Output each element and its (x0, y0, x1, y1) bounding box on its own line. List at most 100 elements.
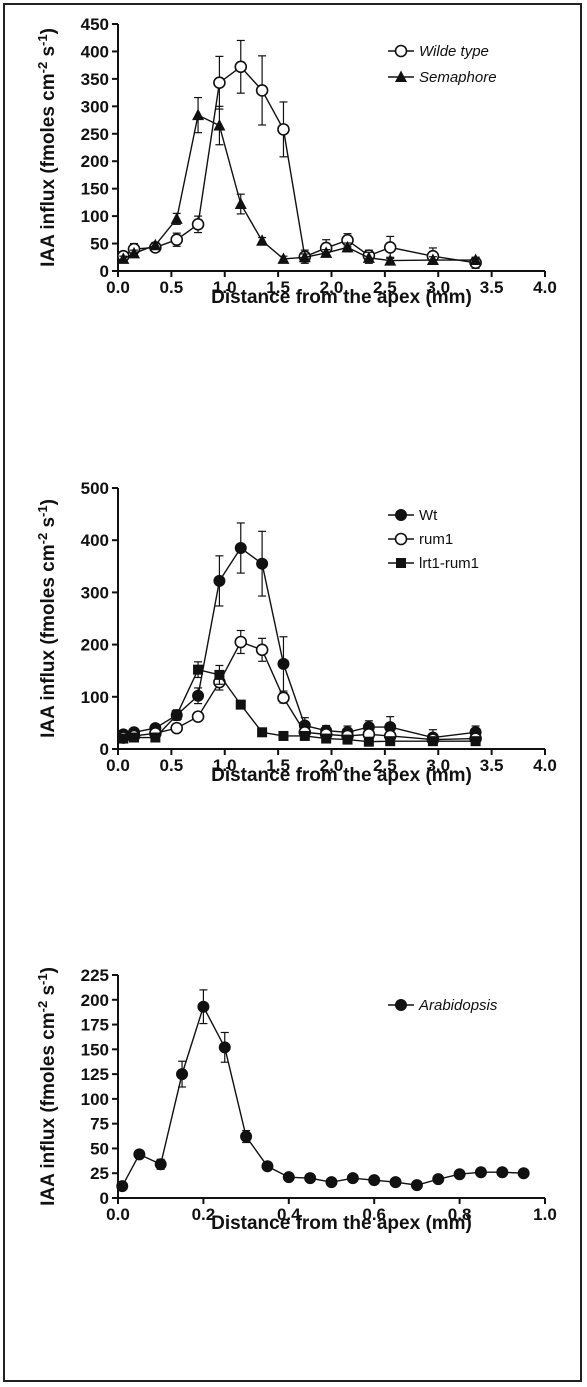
panel1-series-2-point (426, 253, 439, 266)
panel2-x-tick-label: 1.5 (266, 756, 290, 775)
panel1-series-2-point (277, 252, 290, 264)
panel3-series-1-point (346, 1172, 359, 1185)
panel1-series-2-point (341, 240, 354, 253)
panel2-y-tick-label: 0 (100, 740, 109, 759)
panel2-series-1-point (213, 574, 226, 587)
panel2-series-3-point (150, 732, 161, 743)
panel3-series-1-point (116, 1180, 129, 1193)
panel3-series-1-point (304, 1172, 317, 1185)
panel1-series-2-point (149, 238, 162, 251)
panel1-series-2-point (362, 251, 375, 263)
panel1-y-tick-label: 200 (81, 152, 109, 171)
panel3-x-tick-label: 1.0 (533, 1205, 557, 1224)
panel3-y-tick-label: 0 (100, 1189, 109, 1208)
panel2-series-2-point (170, 721, 184, 735)
panel3-series-1-legend-marker (395, 999, 407, 1011)
panel1-x-tick-label: 1.0 (213, 278, 237, 297)
panel3-series-1-point (282, 1171, 295, 1184)
panel3-series-1-point (368, 1174, 381, 1187)
panel3-series-1-point (474, 1166, 487, 1179)
panel2-x-axis-label: Distance from the apex (mm) (211, 765, 472, 786)
panel3-series-1-point (133, 1148, 146, 1161)
panel2-series-1-point (277, 657, 290, 670)
panel3-series-1-point (261, 1160, 274, 1173)
panel2-series-1-legend-label: Wt (419, 507, 438, 524)
panel1-series-2-point (234, 197, 247, 210)
panel1-y-tick-label: 100 (81, 207, 109, 226)
panel1-series-2-point (320, 246, 333, 258)
panel2-series-3-point (470, 736, 481, 747)
panel2-series-3-line (123, 668, 476, 743)
panel2-series-1-point (256, 557, 269, 570)
panel1-series-2-point (384, 254, 397, 266)
panel2-series-1-point (234, 542, 247, 555)
panel1-x-tick-label: 2.0 (320, 278, 344, 297)
panel1-series-1-point (234, 60, 248, 74)
panel1-x-tick-label: 2.5 (373, 278, 397, 297)
panel2-series-3-legend-label: lrt1-rum1 (419, 555, 479, 572)
panel2-series-2-legend-marker (394, 532, 408, 546)
panel1-series-2-point (469, 253, 482, 266)
panel2-series-3-point (129, 732, 140, 743)
panel3-series-1-point (197, 1000, 210, 1013)
panel3-series-1-point (389, 1176, 402, 1189)
panel1-y-axis-label: IAA influx (fmoles cm-2 s-1) (35, 28, 59, 267)
panel3-y-tick-label: 100 (81, 1090, 109, 1109)
panel1-y-tick-label: 50 (90, 235, 109, 254)
panel2-series-3-point (427, 736, 438, 747)
panel2-y-axis-label: IAA influx (fmoles cm-2 s-1) (35, 499, 59, 738)
panel3-x-tick-label: 0.6 (362, 1205, 386, 1224)
panel2-series-3-point (385, 736, 396, 747)
panel2-x-tick-label: 0.0 (106, 756, 130, 775)
panel1-y-tick-label: 250 (81, 125, 109, 144)
panel1-y-tick-label: 400 (81, 42, 109, 61)
panel3-series-1-point (517, 1167, 530, 1180)
panel1-x-tick-label: 4.0 (533, 278, 557, 297)
panel1-y-tick-label: 150 (81, 180, 109, 199)
panel2-series-2-point (191, 710, 205, 723)
panel3-series-1-point (325, 1176, 338, 1189)
panel1-series-2-point (128, 246, 141, 259)
panel3-x-tick-label: 0.2 (192, 1205, 216, 1224)
panel2-series-3-point (235, 699, 246, 710)
panel2-x-tick-label: 1.0 (213, 756, 237, 775)
panel2-x-tick-label: 4.0 (533, 756, 557, 775)
panel3-y-tick-label: 150 (81, 1040, 109, 1059)
panel3-series-1-point (496, 1166, 509, 1179)
panel1-y-tick-label: 0 (100, 262, 109, 281)
panel2-series-2-line (123, 641, 476, 741)
panel2-series-3-point (321, 733, 332, 744)
panel1-y-tick-label: 300 (81, 97, 109, 116)
panel3-series-1-point (410, 1179, 423, 1192)
panel2-x-tick-label: 2.5 (373, 756, 397, 775)
panel1-series-1-point (170, 233, 184, 247)
panel3-y-tick-label: 200 (81, 991, 109, 1010)
panel1-series-1-line (122, 65, 476, 264)
panel2-y-tick-label: 300 (81, 583, 109, 602)
panel1-series-2-point (298, 250, 311, 263)
panel2-series-3-point (171, 710, 182, 721)
panel2-series-3-point (257, 727, 268, 738)
panel3-x-tick-label: 0.4 (277, 1205, 301, 1224)
panel2-series-1-legend-marker (395, 509, 407, 521)
panel2-x-tick-label: 3.5 (480, 756, 504, 775)
panel2-series-1-point (192, 689, 205, 702)
panel2-y-tick-label: 500 (81, 479, 109, 498)
panel1-y-tick-label: 450 (81, 15, 109, 34)
panel2-series-1-line (123, 547, 476, 739)
panel1-series-1-legend-label: Wilde type (419, 43, 489, 60)
panel3-y-tick-label: 225 (81, 966, 109, 985)
panel1-series-1-point (191, 218, 205, 231)
panel1-x-tick-label: 1.5 (266, 278, 290, 297)
panel1-series-2-line (123, 114, 476, 262)
panel3-y-tick-label: 125 (81, 1065, 109, 1084)
panel1-series-1-legend-marker (394, 44, 408, 58)
panel2-series-3-point (299, 730, 310, 741)
panel2-series-2-point (277, 691, 290, 705)
panel2-series-3-point (118, 733, 129, 744)
panel2-y-tick-label: 200 (81, 636, 109, 655)
panel3-y-tick-label: 175 (81, 1016, 109, 1035)
panel3-y-axis-label: IAA influx (fmoles cm-2 s-1) (35, 967, 59, 1206)
panel2-series-2-legend-label: rum1 (419, 531, 453, 548)
